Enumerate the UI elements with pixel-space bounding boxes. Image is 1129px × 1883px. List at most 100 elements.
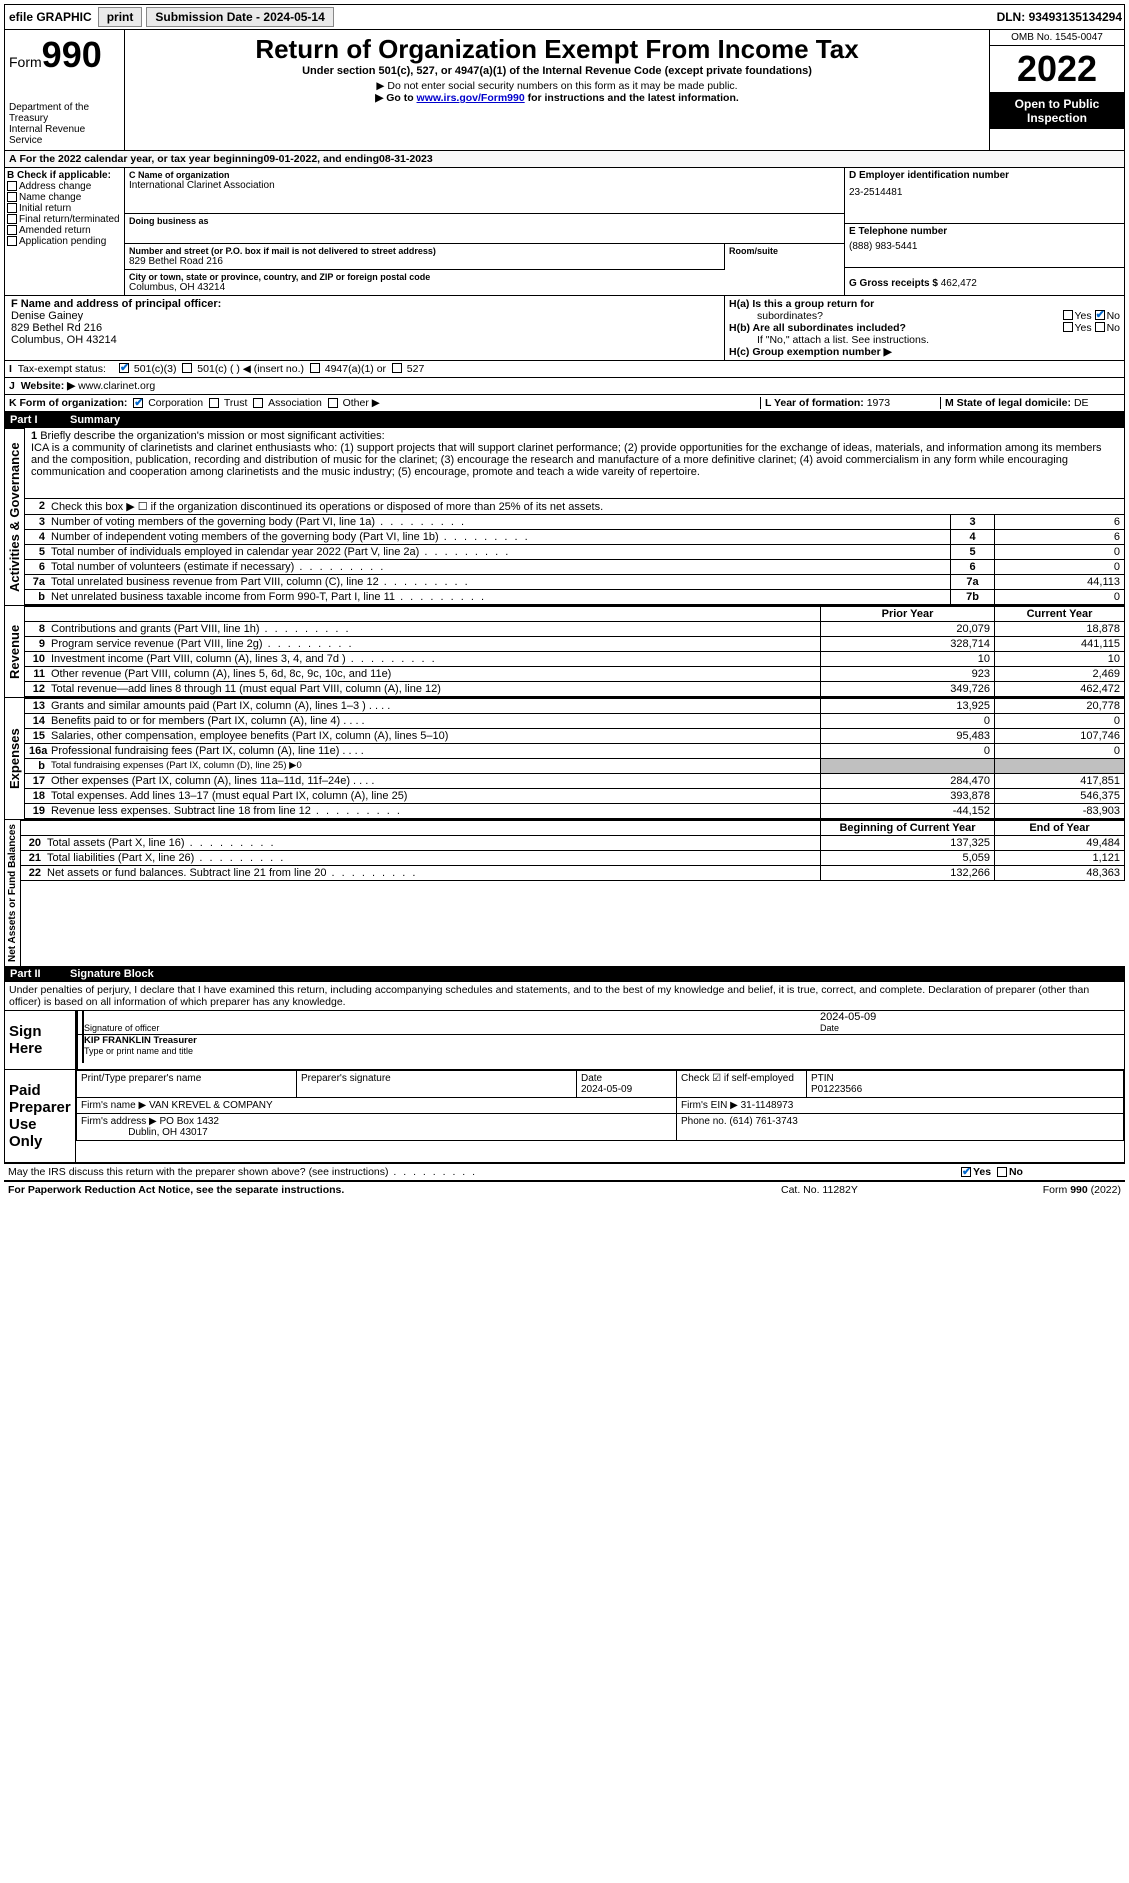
line1-num: 1 <box>31 430 37 442</box>
cb-501c[interactable] <box>182 363 192 373</box>
cb-application[interactable]: Application pending <box>7 236 122 247</box>
hb-note: If "No," attach a list. See instructions… <box>729 334 1120 346</box>
mission-label: Briefly describe the organization's miss… <box>40 430 384 442</box>
footer: For Paperwork Reduction Act Notice, see … <box>4 1180 1125 1198</box>
line15: Salaries, other compensation, employee b… <box>49 729 820 743</box>
cb-amended[interactable]: Amended return <box>7 225 122 236</box>
pra-notice: For Paperwork Reduction Act Notice, see … <box>8 1184 781 1196</box>
line4-val: 6 <box>994 530 1124 544</box>
discuss-yes[interactable] <box>961 1167 971 1177</box>
line7a: Total unrelated business revenue from Pa… <box>49 575 950 589</box>
phone-label: E Telephone number <box>849 226 1120 237</box>
officer-label: F Name and address of principal officer: <box>11 298 718 310</box>
firm-name: VAN KREVEL & COMPANY <box>149 1100 273 1111</box>
hc-label: H(c) Group exemption number ▶ <box>729 346 892 358</box>
line3-val: 6 <box>994 515 1124 529</box>
row-i: I Tax-exempt status: 501(c)(3) 501(c) ( … <box>4 361 1125 378</box>
city-value: Columbus, OH 43214 <box>129 282 840 293</box>
netassets-section: Net Assets or Fund Balances Beginning of… <box>4 819 1125 966</box>
line7b: Net unrelated business taxable income fr… <box>49 590 950 604</box>
revenue-section: Revenue Prior YearCurrent Year 8Contribu… <box>4 605 1125 697</box>
entity-info: B Check if applicable: Address change Na… <box>4 168 1125 296</box>
box-b: B Check if applicable: Address change Na… <box>5 168 125 295</box>
website-value: www.clarinet.org <box>78 380 155 392</box>
line20: Total assets (Part X, line 16) <box>45 836 820 850</box>
mission-text: ICA is a community of clarinetists and c… <box>31 442 1102 478</box>
org-name-label: C Name of organization <box>129 170 840 180</box>
begin-year-hdr: Beginning of Current Year <box>820 821 994 835</box>
form-number: Form990 <box>9 34 120 76</box>
omb-number: OMB No. 1545-0047 <box>990 30 1124 46</box>
line7a-val: 44,113 <box>994 575 1124 589</box>
efile-label: efile GRAPHIC <box>7 8 94 26</box>
cb-other[interactable] <box>328 398 338 408</box>
irs-label: Internal Revenue Service <box>9 124 120 146</box>
dln-label: DLN: 93493135134294 <box>997 10 1122 24</box>
part-i-header: Part ISummary <box>4 412 1125 428</box>
line22: Net assets or fund balances. Subtract li… <box>45 866 820 880</box>
line5: Total number of individuals employed in … <box>49 545 950 559</box>
cb-final-return[interactable]: Final return/terminated <box>7 214 122 225</box>
perjury-text: Under penalties of perjury, I declare th… <box>4 982 1125 1011</box>
line16b: Total fundraising expenses (Part IX, col… <box>49 759 820 773</box>
line13: Grants and similar amounts paid (Part IX… <box>49 699 820 713</box>
cb-name-change[interactable]: Name change <box>7 192 122 203</box>
line18: Total expenses. Add lines 13–17 (must eq… <box>49 789 820 803</box>
cb-corp[interactable] <box>133 398 143 408</box>
prep-sig-hdr: Preparer's signature <box>297 1071 577 1098</box>
hb-label: H(b) Are all subordinates included? <box>729 322 906 334</box>
cb-address-change[interactable]: Address change <box>7 181 122 192</box>
discuss-row: May the IRS discuss this return with the… <box>4 1163 1125 1180</box>
line8: Contributions and grants (Part VIII, lin… <box>49 622 820 636</box>
prep-name-hdr: Print/Type preparer's name <box>77 1071 297 1098</box>
discuss-no[interactable] <box>997 1167 1007 1177</box>
line10: Investment income (Part VIII, column (A)… <box>49 652 820 666</box>
officer-h-row: F Name and address of principal officer:… <box>4 296 1125 361</box>
form-header: Form990 Department of the Treasury Inter… <box>4 30 1125 151</box>
top-toolbar: efile GRAPHIC print Submission Date - 20… <box>4 4 1125 30</box>
hb-no[interactable] <box>1095 322 1105 332</box>
cb-initial-return[interactable]: Initial return <box>7 203 122 214</box>
line16a: Professional fundraising fees (Part IX, … <box>49 744 820 758</box>
line21: Total liabilities (Part X, line 26) <box>45 851 820 865</box>
hb-yes[interactable] <box>1063 322 1073 332</box>
sig-name: KIP FRANKLIN Treasurer <box>84 1035 1120 1046</box>
officer-addr1: 829 Bethel Rd 216 <box>11 322 718 334</box>
year-formation: 1973 <box>867 397 890 409</box>
cb-assoc[interactable] <box>253 398 263 408</box>
row-j: J Website: ▶ www.clarinet.org <box>4 378 1125 395</box>
firm-ein: 31-1148973 <box>741 1100 794 1111</box>
cb-527[interactable] <box>392 363 402 373</box>
officer-addr2: Columbus, OH 43214 <box>11 334 718 346</box>
governance-section: Activities & Governance 1 Briefly descri… <box>4 428 1125 605</box>
cb-trust[interactable] <box>209 398 219 408</box>
line7b-val: 0 <box>994 590 1124 604</box>
cb-4947[interactable] <box>310 363 320 373</box>
form-footer: Form 990 (2022) <box>981 1184 1121 1196</box>
line6: Total number of volunteers (estimate if … <box>49 560 950 574</box>
box-b-title: B Check if applicable: <box>7 170 122 181</box>
line2: Check this box ▶ ☐ if the organization d… <box>49 499 1124 514</box>
sign-here-label: Sign Here <box>5 1011 75 1069</box>
line17: Other expenses (Part IX, column (A), lin… <box>49 774 820 788</box>
sign-here-block: Sign Here Signature of officer 2024-05-0… <box>4 1011 1125 1070</box>
form-subtitle: Under section 501(c), 527, or 4947(a)(1)… <box>129 65 985 77</box>
phone-value: (888) 983-5441 <box>849 241 1120 252</box>
ha-no[interactable] <box>1095 310 1105 320</box>
officer-name: Denise Gainey <box>11 310 718 322</box>
part-ii-header: Part IISignature Block <box>4 966 1125 982</box>
ha-yes[interactable] <box>1063 310 1073 320</box>
ssn-note: ▶ Do not enter social security numbers o… <box>129 80 985 92</box>
print-button[interactable]: print <box>98 7 143 27</box>
cb-501c3[interactable] <box>119 363 129 373</box>
ha-label: H(a) Is this a group return for <box>729 298 874 310</box>
submission-date-button[interactable]: Submission Date - 2024-05-14 <box>146 7 333 27</box>
preparer-title: Paid Preparer Use Only <box>5 1070 75 1162</box>
firm-phone: (614) 761-3743 <box>729 1116 797 1127</box>
goto-note: ▶ Go to www.irs.gov/Form990 for instruct… <box>129 92 985 104</box>
ein-value: 23-2514481 <box>849 187 1120 198</box>
sig-officer-label: Signature of officer <box>82 1011 820 1034</box>
room-label: Room/suite <box>729 246 840 256</box>
street-value: 829 Bethel Road 216 <box>129 256 720 267</box>
irs-link[interactable]: www.irs.gov/Form990 <box>417 92 525 104</box>
